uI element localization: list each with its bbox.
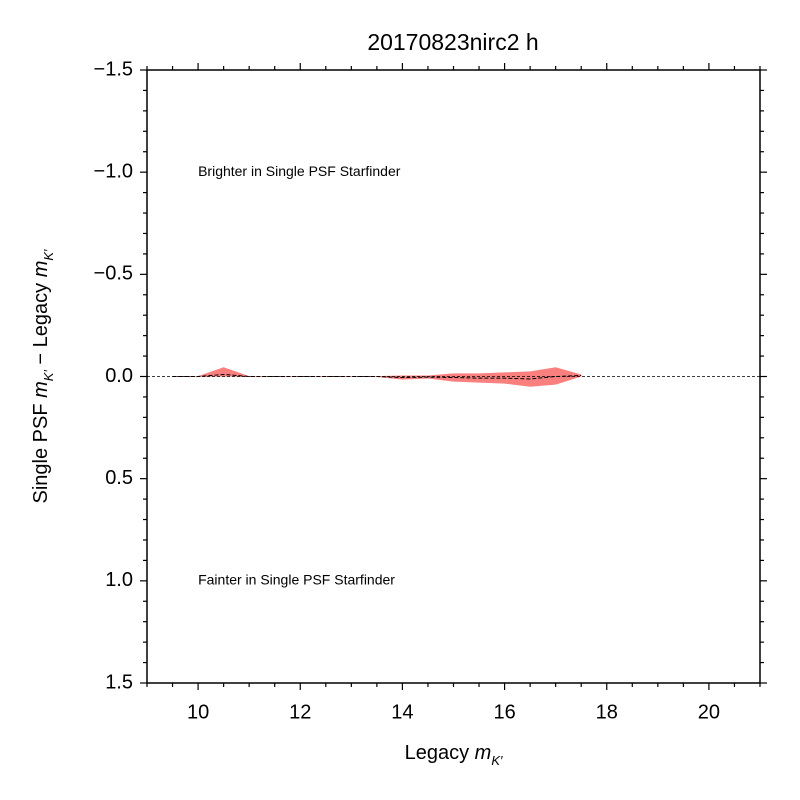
y-tick-label: −0.5	[94, 263, 133, 285]
y-axis-label: Single PSF mK′ − Legacy mK′	[30, 249, 56, 504]
y-axis-label-part: K′	[41, 249, 56, 261]
y-axis-label-part: − Legacy	[30, 277, 52, 370]
mean-line	[172, 373, 582, 380]
x-tick-label: 16	[493, 701, 515, 723]
x-tick-label: 12	[289, 701, 311, 723]
y-tick-label: 1.0	[105, 569, 133, 591]
error-band	[172, 367, 582, 387]
y-axis-label-part: m	[30, 261, 52, 278]
y-axis-label-part: K′	[41, 370, 56, 382]
chart-title: 20170823nirc2 h	[367, 29, 538, 55]
y-tick-label: 0.0	[105, 365, 133, 387]
y-tick-label: 1.5	[105, 671, 133, 693]
x-axis-label: Legacy mK′	[405, 742, 503, 768]
y-tick-label: −1.5	[94, 58, 133, 80]
x-axis-label-part: K′	[491, 753, 503, 768]
x-tick-label: 10	[187, 701, 209, 723]
x-tick-label: 18	[596, 701, 618, 723]
annotation: Brighter in Single PSF Starfinder	[198, 163, 401, 179]
y-axis-label-part: m	[30, 381, 52, 398]
annotation: Fainter in Single PSF Starfinder	[198, 572, 395, 588]
x-axis-label-part: m	[475, 742, 492, 764]
y-tick-label: −1.0	[94, 160, 133, 182]
x-axis-label-part: Legacy	[405, 742, 475, 764]
y-axis-label-part: Single PSF	[30, 398, 52, 504]
y-tick-label: 0.5	[105, 467, 133, 489]
x-tick-label: 20	[698, 701, 720, 723]
x-tick-label: 14	[391, 701, 413, 723]
